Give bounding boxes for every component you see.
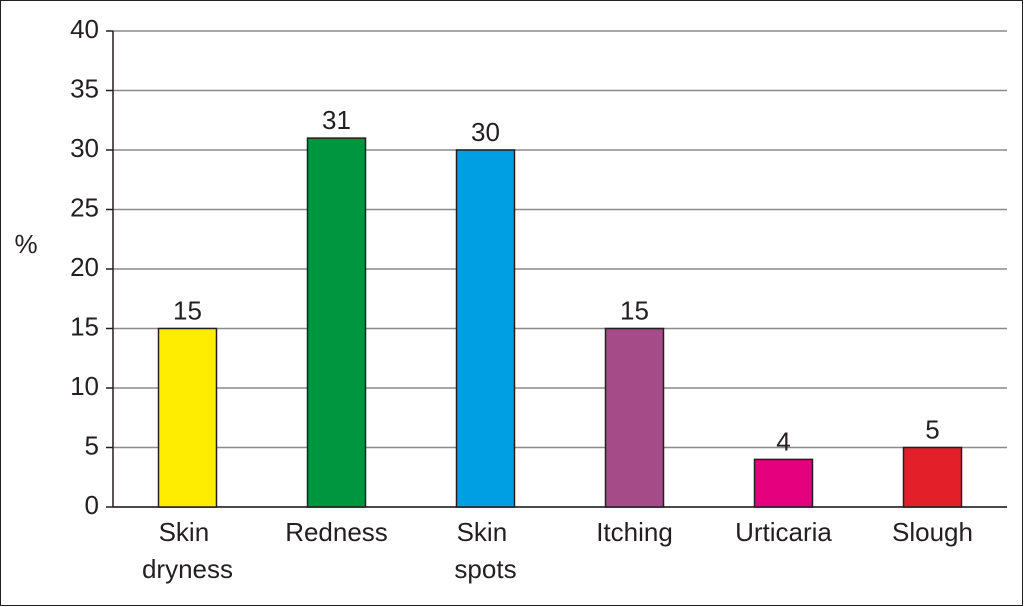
- y-tick-label: 15: [70, 311, 99, 341]
- bar: [306, 137, 367, 508]
- y-tick-label: 35: [70, 73, 99, 103]
- x-tick-label: Redness: [285, 517, 388, 547]
- label-line: dryness: [142, 554, 233, 584]
- bar: [604, 327, 665, 508]
- x-tick-label: Slough: [892, 517, 973, 547]
- y-tick-label: 25: [70, 192, 99, 222]
- x-tick-label: Urticaria: [735, 517, 832, 547]
- data-label: 30: [471, 117, 500, 147]
- data-label: 31: [322, 105, 351, 135]
- data-label: 15: [173, 295, 202, 325]
- label-line: Skin: [457, 517, 515, 547]
- x-tick-label: Itching: [596, 517, 673, 547]
- data-label: 5: [925, 414, 939, 444]
- y-tick-label: 40: [70, 14, 99, 44]
- bar: [455, 149, 516, 508]
- bar: [157, 327, 218, 508]
- label-line: spots: [454, 554, 516, 584]
- y-axis-label: %: [14, 229, 37, 259]
- y-tick-label: 30: [70, 133, 99, 163]
- y-tick-label: 5: [85, 430, 99, 460]
- data-label: 15: [620, 295, 649, 325]
- y-tick-label: 0: [85, 490, 99, 520]
- y-tick-label: 10: [70, 371, 99, 401]
- label-line: Skin: [159, 517, 217, 547]
- bar: [753, 458, 814, 508]
- x-tick-label: Skin spots: [454, 517, 516, 584]
- data-label: 4: [776, 426, 790, 456]
- x-tick-label: Skin dryness: [142, 517, 233, 584]
- bar: [902, 446, 963, 508]
- y-tick-label: 20: [70, 252, 99, 282]
